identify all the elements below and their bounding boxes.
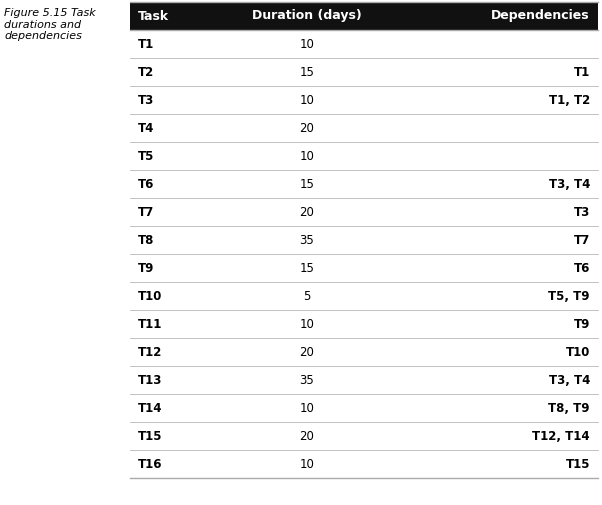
Text: T11: T11 — [138, 318, 163, 330]
Text: T7: T7 — [138, 206, 154, 219]
Text: T13: T13 — [138, 374, 163, 386]
Text: T7: T7 — [574, 233, 590, 246]
Text: Task: Task — [138, 10, 169, 23]
Text: T15: T15 — [565, 458, 590, 471]
Text: T12: T12 — [138, 345, 163, 359]
Text: T4: T4 — [138, 122, 154, 134]
Text: Duration (days): Duration (days) — [252, 10, 362, 23]
Text: T2: T2 — [138, 66, 154, 78]
Text: T8: T8 — [138, 233, 154, 246]
Text: 20: 20 — [299, 206, 314, 219]
Text: 10: 10 — [299, 401, 314, 415]
Text: T16: T16 — [138, 458, 163, 471]
Text: 15: 15 — [299, 177, 314, 190]
Text: T12, T14: T12, T14 — [532, 429, 590, 442]
Text: T9: T9 — [138, 262, 154, 275]
Text: T5: T5 — [138, 149, 154, 163]
Text: Figure 5.15 Task
durations and
dependencies: Figure 5.15 Task durations and dependenc… — [4, 8, 96, 41]
Text: T15: T15 — [138, 429, 163, 442]
Text: 10: 10 — [299, 458, 314, 471]
Text: T3: T3 — [138, 93, 154, 107]
Text: T3, T4: T3, T4 — [548, 374, 590, 386]
Text: T3, T4: T3, T4 — [548, 177, 590, 190]
Text: T10: T10 — [566, 345, 590, 359]
Text: T9: T9 — [574, 318, 590, 330]
Text: T5, T9: T5, T9 — [548, 289, 590, 302]
Text: T3: T3 — [574, 206, 590, 219]
Text: 10: 10 — [299, 37, 314, 50]
Bar — [130, 2, 598, 30]
Text: 10: 10 — [299, 149, 314, 163]
Text: 20: 20 — [299, 429, 314, 442]
Text: T8, T9: T8, T9 — [548, 401, 590, 415]
Text: 10: 10 — [299, 318, 314, 330]
Text: 10: 10 — [299, 93, 314, 107]
Text: T10: T10 — [138, 289, 163, 302]
Text: 20: 20 — [299, 345, 314, 359]
Text: 5: 5 — [303, 289, 311, 302]
Text: 15: 15 — [299, 66, 314, 78]
Text: T14: T14 — [138, 401, 163, 415]
Text: T6: T6 — [138, 177, 154, 190]
Text: T1, T2: T1, T2 — [549, 93, 590, 107]
Text: 15: 15 — [299, 262, 314, 275]
Text: T1: T1 — [574, 66, 590, 78]
Text: 35: 35 — [299, 374, 314, 386]
Text: 35: 35 — [299, 233, 314, 246]
Text: T6: T6 — [574, 262, 590, 275]
Text: 20: 20 — [299, 122, 314, 134]
Text: T1: T1 — [138, 37, 154, 50]
Text: Dependencies: Dependencies — [491, 10, 590, 23]
